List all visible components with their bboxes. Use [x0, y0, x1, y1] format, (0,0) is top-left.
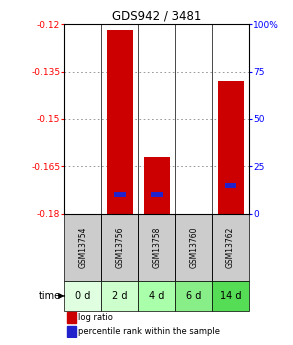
Bar: [64, 281, 101, 311]
Text: 4 d: 4 d: [149, 291, 164, 301]
Bar: [151, 193, 163, 197]
Bar: [138, 214, 175, 281]
Bar: [212, 214, 249, 281]
Bar: [138, 281, 175, 311]
Title: GDS942 / 3481: GDS942 / 3481: [112, 10, 202, 23]
Text: GSM13754: GSM13754: [79, 227, 87, 268]
Bar: [212, 281, 249, 311]
Bar: [64, 214, 101, 281]
Text: 6 d: 6 d: [186, 291, 201, 301]
Bar: [101, 214, 138, 281]
Bar: [175, 214, 212, 281]
Text: GSM13762: GSM13762: [226, 227, 235, 268]
Bar: [107, 30, 133, 214]
Text: 0 d: 0 d: [75, 291, 91, 301]
Bar: [67, 326, 76, 337]
Text: GSM13756: GSM13756: [115, 227, 124, 268]
Text: GSM13758: GSM13758: [152, 227, 161, 268]
Bar: [144, 157, 170, 214]
Bar: [67, 312, 76, 323]
Text: time: time: [39, 291, 61, 301]
Text: GSM13760: GSM13760: [189, 227, 198, 268]
Bar: [101, 281, 138, 311]
Text: 14 d: 14 d: [220, 291, 241, 301]
Text: percentile rank within the sample: percentile rank within the sample: [78, 327, 220, 336]
Bar: [218, 81, 243, 214]
Bar: [225, 183, 236, 188]
Bar: [175, 281, 212, 311]
Bar: [114, 193, 126, 197]
Text: log ratio: log ratio: [78, 313, 113, 322]
Text: 2 d: 2 d: [112, 291, 127, 301]
